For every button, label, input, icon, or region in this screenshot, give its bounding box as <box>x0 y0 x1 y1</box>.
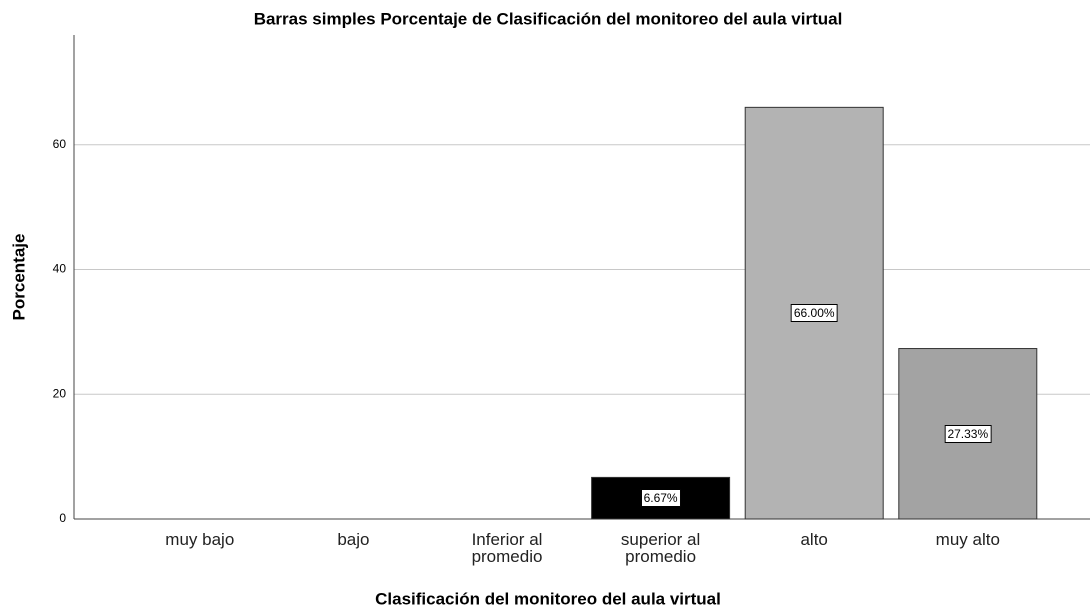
y-tick-label: 20 <box>53 386 67 400</box>
x-tick-label: superior al promedio <box>620 530 701 566</box>
x-tick-label: Inferior al promedio <box>471 530 543 566</box>
value-label: 27.33% <box>944 424 992 443</box>
value-label: 6.67% <box>640 489 681 508</box>
x-tick-label: alto <box>800 530 828 549</box>
y-tick-label: 40 <box>53 262 67 276</box>
x-tick-label: bajo <box>337 530 370 549</box>
x-tick-label: muy bajo <box>165 530 235 549</box>
chart-title: Barras simples Porcentaje de Clasificaci… <box>254 9 843 28</box>
value-label: 66.00% <box>790 304 838 323</box>
x-tick-label: muy alto <box>935 530 1000 549</box>
y-tick-label: 60 <box>53 137 67 151</box>
x-axis-title: Clasificación del monitoreo del aula vir… <box>375 589 721 608</box>
y-tick-label: 0 <box>59 511 66 525</box>
y-axis-title: Porcentaje <box>9 234 28 321</box>
